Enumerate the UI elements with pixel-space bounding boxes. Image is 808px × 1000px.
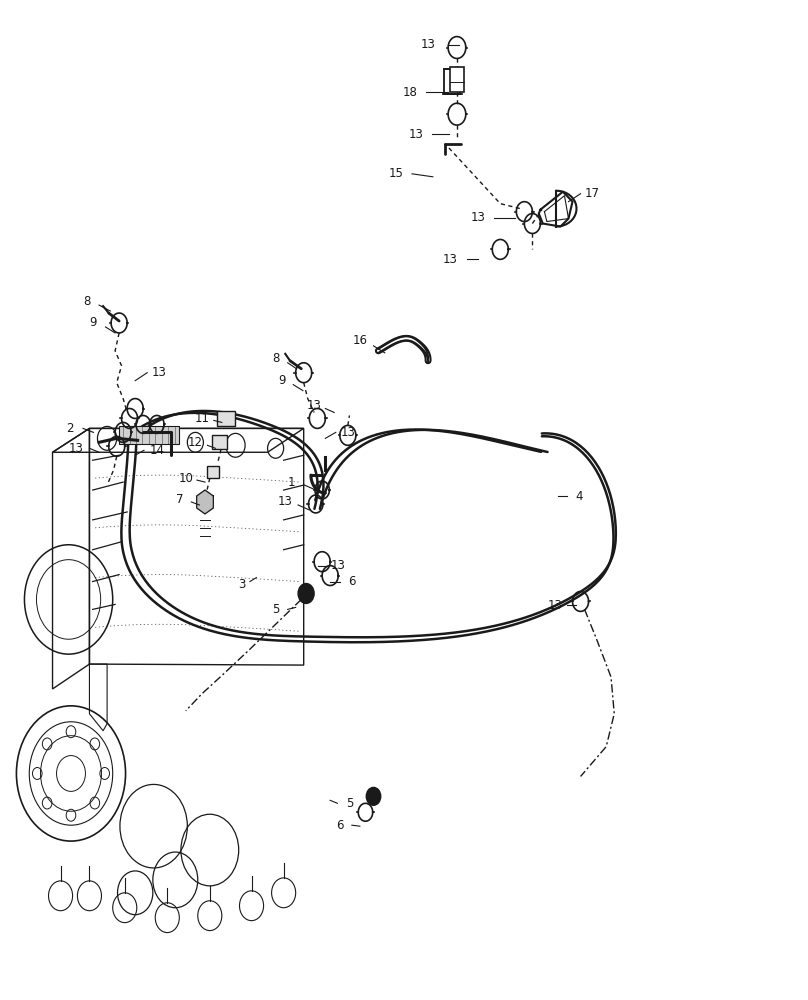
Circle shape [366,787,381,805]
Text: 13: 13 [421,38,436,51]
Bar [119,426,179,444]
Text: 8: 8 [272,352,280,365]
Text: 9: 9 [89,316,96,329]
Text: 14: 14 [149,444,164,457]
Text: 13: 13 [470,211,486,224]
Text: 13: 13 [548,599,562,612]
Text: 13: 13 [340,426,356,439]
Text: 7: 7 [175,493,183,506]
Text: 10: 10 [179,472,193,485]
Text: 3: 3 [238,578,246,591]
Polygon shape [196,490,213,514]
Text: 13: 13 [330,559,346,572]
Text: 4: 4 [575,490,583,503]
Text: 13: 13 [307,399,322,412]
Text: 5: 5 [346,797,353,810]
Text: 13: 13 [278,495,292,508]
Text: 16: 16 [352,334,368,347]
Text: 11: 11 [194,412,209,425]
Text: 1: 1 [288,476,296,489]
Circle shape [298,584,314,603]
Text: 12: 12 [188,436,203,449]
Bar [213,435,227,449]
Bar [444,69,461,94]
Text: 17: 17 [585,187,600,200]
Text: 18: 18 [403,86,418,99]
Bar [217,410,234,426]
Text: 5: 5 [272,603,280,616]
Text: 8: 8 [83,295,90,308]
Bar [207,466,220,478]
Text: 13: 13 [152,366,166,379]
Text: 13: 13 [443,253,458,266]
Bar [450,67,464,92]
Text: 15: 15 [389,167,403,180]
Text: 9: 9 [278,374,286,387]
Text: 13: 13 [69,442,84,455]
Text: 6: 6 [336,819,343,832]
Text: 6: 6 [348,575,356,588]
Text: 13: 13 [409,128,423,141]
Text: 2: 2 [65,422,74,435]
